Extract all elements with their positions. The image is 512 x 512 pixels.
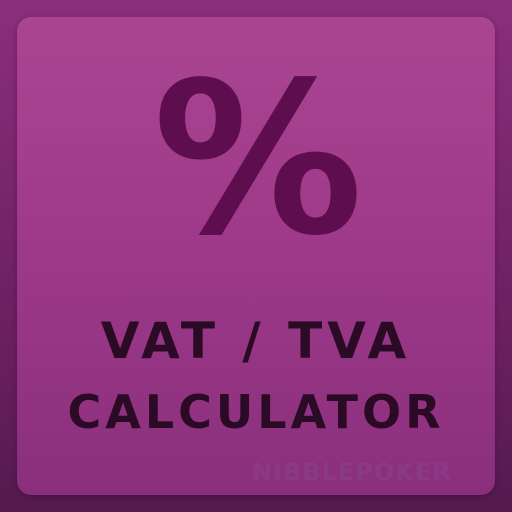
app-title-line-2: CALCULATOR [67, 385, 445, 439]
app-title-line-1: VAT / TVA [100, 312, 412, 370]
percent-icon: % [152, 37, 363, 282]
brand-watermark: NIBBLEPOKER [252, 458, 452, 486]
app-icon-tile [17, 17, 495, 495]
